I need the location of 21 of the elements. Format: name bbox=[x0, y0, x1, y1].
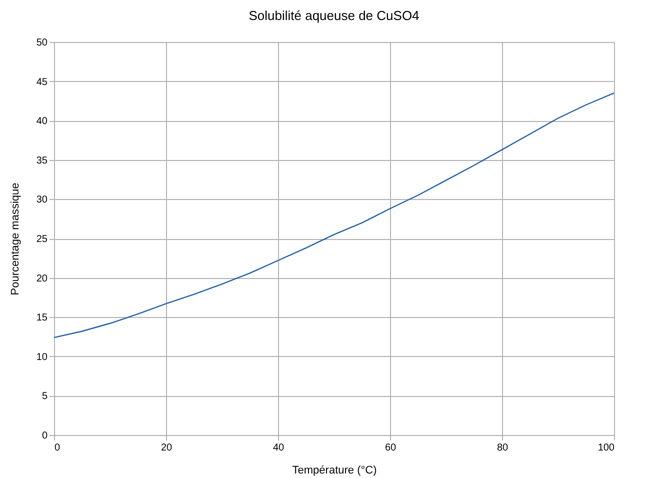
line-series bbox=[53, 92, 615, 338]
y-tick-label: 45 bbox=[36, 76, 48, 88]
y-tick-label: 40 bbox=[36, 116, 48, 128]
y-tick-label: 0 bbox=[42, 430, 48, 442]
y-tick-label: 5 bbox=[42, 391, 48, 402]
y-tick-label: 35 bbox=[36, 155, 48, 166]
chart-title: Solubilité aqueuse de CuSO4 bbox=[248, 8, 420, 23]
y-axis-title: Pourcentage massique bbox=[9, 182, 22, 296]
x-tick-label: 100 bbox=[598, 442, 615, 454]
x-tick-label: 60 bbox=[384, 442, 396, 454]
x-axis-title: Température (°C) bbox=[292, 464, 377, 476]
x-tick-label: 40 bbox=[272, 442, 284, 454]
x-tick-label: 20 bbox=[160, 442, 172, 454]
x-tick-label: 0 bbox=[54, 442, 60, 454]
y-tick-label: 10 bbox=[36, 352, 48, 363]
y-tick-label: 50 bbox=[36, 38, 48, 48]
y-tick-label: 30 bbox=[36, 194, 48, 206]
y-tick-label: 15 bbox=[36, 312, 48, 324]
y-tick-label: 25 bbox=[36, 234, 48, 245]
x-tick-label: 80 bbox=[496, 442, 508, 454]
y-tick-label: 20 bbox=[36, 273, 48, 284]
